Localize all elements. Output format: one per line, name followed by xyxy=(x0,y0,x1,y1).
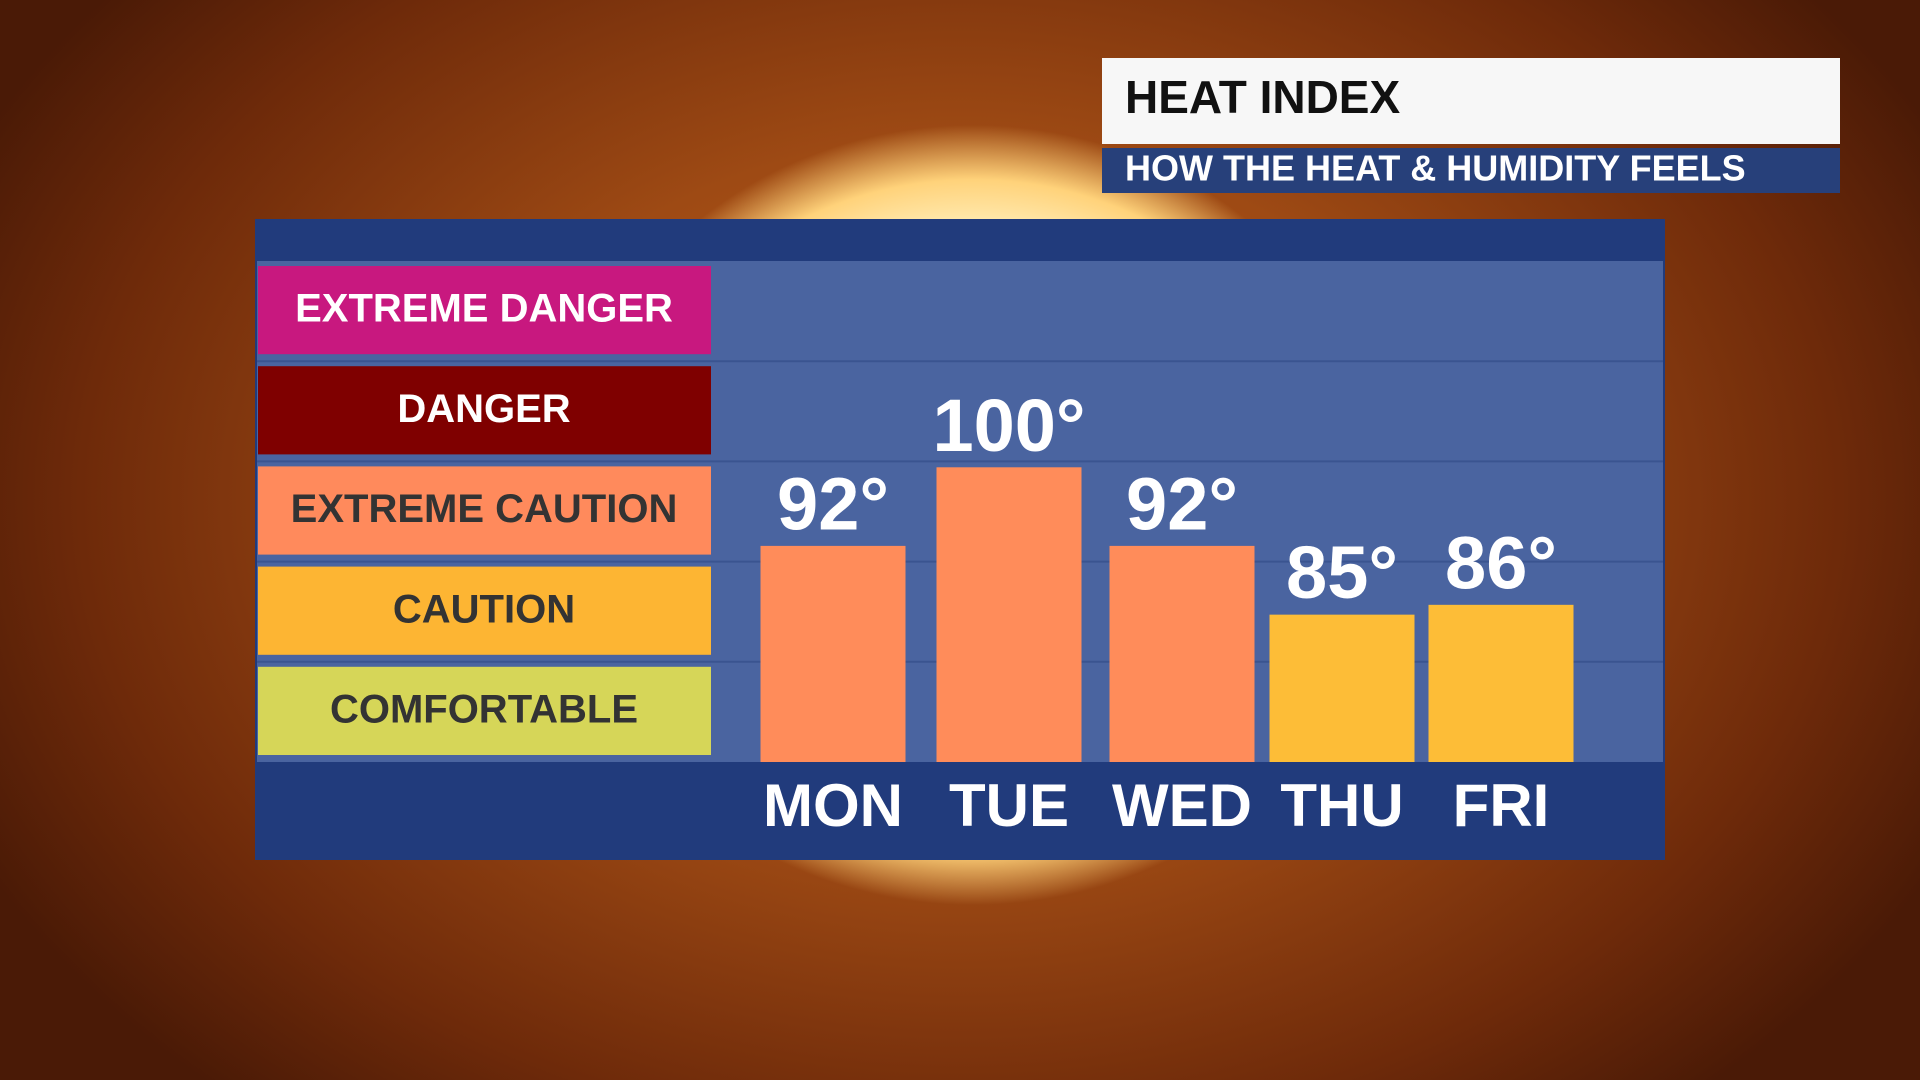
bar xyxy=(1269,614,1415,762)
band-label: EXTREME DANGER xyxy=(295,287,673,331)
x-tick-label: FRI xyxy=(1453,772,1550,839)
x-tick-label: MON xyxy=(763,772,903,839)
x-tick-label: THU xyxy=(1280,772,1403,839)
value-label: 86° xyxy=(1445,521,1557,604)
band-box xyxy=(258,466,711,555)
band-box xyxy=(258,666,711,755)
value-label: 100° xyxy=(932,384,1085,467)
chart-subtitle: HOW THE HEAT & HUMIDITY FEELS xyxy=(1125,148,1746,189)
bar xyxy=(936,467,1082,762)
bar xyxy=(1109,545,1255,762)
x-tick-label: WED xyxy=(1112,772,1252,839)
band-label: DANGER xyxy=(397,387,570,431)
subtitle-box xyxy=(1102,148,1840,193)
value-label: 85° xyxy=(1286,531,1398,614)
band-label: COMFORTABLE xyxy=(330,687,638,731)
bar xyxy=(760,545,906,762)
title-box xyxy=(1102,58,1840,144)
bar xyxy=(1428,604,1574,762)
band-box xyxy=(258,266,711,355)
value-label: 92° xyxy=(777,462,889,545)
band-box xyxy=(258,366,711,455)
band-label: EXTREME CAUTION xyxy=(291,487,678,531)
x-tick-label: TUE xyxy=(949,772,1069,839)
chart-title: HEAT INDEX xyxy=(1125,71,1400,123)
band-label: CAUTION xyxy=(393,587,575,631)
band-box xyxy=(258,566,711,655)
value-label: 92° xyxy=(1126,462,1238,545)
